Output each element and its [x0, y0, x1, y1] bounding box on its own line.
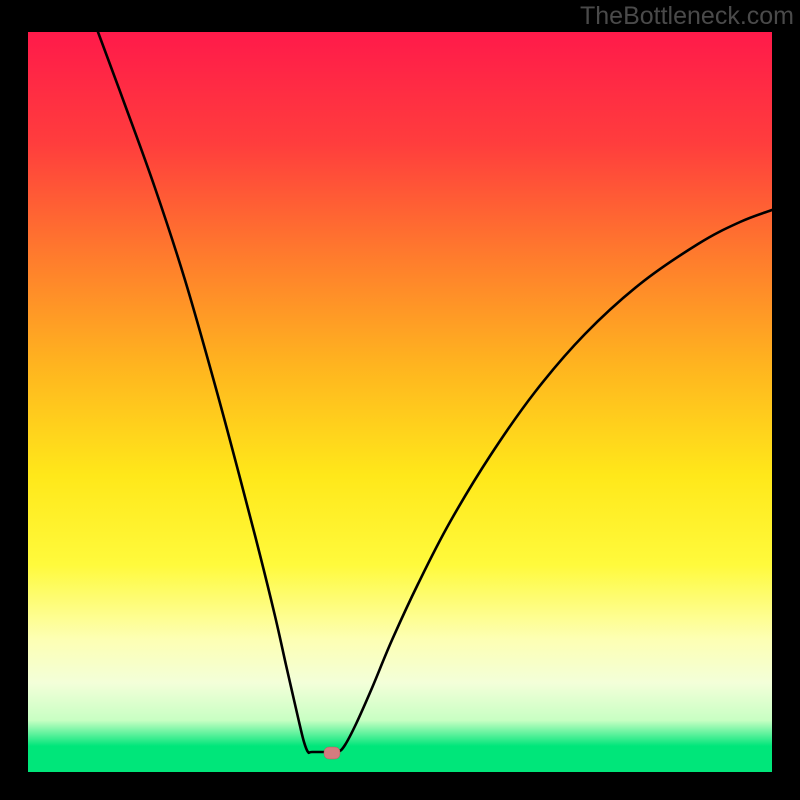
watermark-text: TheBottleneck.com — [580, 2, 794, 31]
gradient-chart — [0, 0, 800, 800]
chart-container: TheBottleneck.com — [0, 0, 800, 800]
minimum-marker — [324, 747, 340, 759]
